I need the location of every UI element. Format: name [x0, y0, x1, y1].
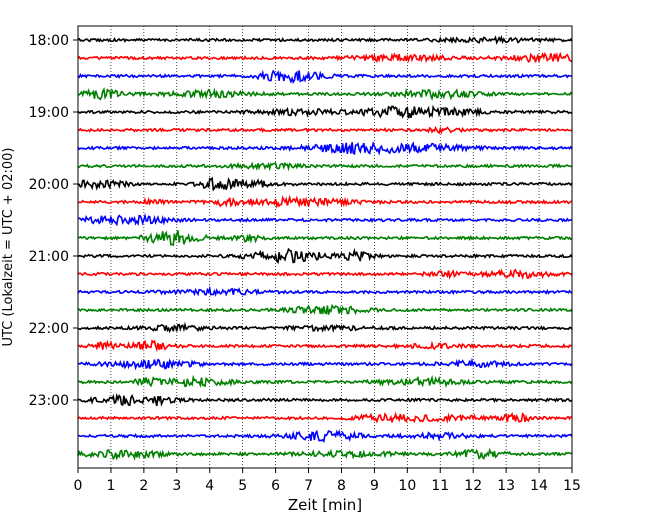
trace-row-1830	[77, 69, 573, 85]
x-tick-label: 15	[563, 478, 581, 494]
y-tick-label: 23:00	[29, 393, 69, 409]
trace-row-1945	[77, 161, 573, 172]
x-tick-label: 7	[304, 478, 313, 494]
trace-row-2015	[77, 194, 573, 209]
trace-rows	[77, 34, 573, 462]
x-tick-label: 9	[370, 478, 379, 494]
trace-row-2130	[77, 285, 573, 297]
plot-frame	[77, 25, 573, 469]
y-tick-label: 18:00	[29, 33, 69, 49]
x-axis-ticks: 0 1 2 3 4 5 6 7 8 9 10 11 12 13 14 15	[74, 468, 581, 494]
y-tick-label: 22:00	[29, 321, 69, 337]
trace-row-2045	[78, 230, 573, 247]
x-tick-label: 1	[106, 478, 115, 494]
x-tick-label: 14	[530, 478, 548, 494]
trace-row-2245	[77, 374, 573, 388]
x-tick-label: 2	[139, 478, 148, 494]
trace-row-2030	[77, 212, 573, 227]
x-tick-label: 13	[497, 478, 515, 494]
x-tick-label: 0	[74, 478, 83, 494]
trace-row-1845	[77, 87, 573, 102]
trace-row-2300	[77, 392, 573, 407]
y-tick-label: 21:00	[29, 249, 69, 265]
y-tick-label: 20:00	[29, 177, 69, 193]
trace-row-2315	[77, 411, 572, 424]
trace-row-2200	[77, 321, 573, 334]
x-tick-label: 10	[398, 478, 416, 494]
x-tick-label: 4	[205, 478, 214, 494]
trace-row-2100	[77, 247, 573, 264]
x-tick-label: 5	[238, 478, 247, 494]
x-tick-label: 12	[464, 478, 482, 494]
trace-row-2330	[77, 429, 573, 444]
trace-row-2215	[77, 339, 573, 353]
x-tick-label: 6	[271, 478, 280, 494]
trace-row-1930	[77, 140, 573, 156]
x-tick-label: 3	[172, 478, 181, 494]
trace-row-1815	[77, 51, 573, 64]
trace-row-2115	[77, 268, 573, 280]
trace-row-1915	[77, 125, 573, 135]
x-axis-label: Zeit [min]	[288, 496, 362, 514]
trace-row-1900	[77, 104, 573, 119]
y-axis-ticks: 18:00 19:00 20:00 21:00 22:00 23:00	[29, 33, 78, 409]
x-tick-label: 8	[337, 478, 346, 494]
trace-row-2230	[77, 357, 573, 371]
trace-row-1800	[77, 34, 573, 45]
trace-row-2000	[77, 176, 573, 192]
y-axis-label: UTC (Lokalzeit = UTC + 02:00)	[1, 148, 16, 347]
y-tick-label: 19:00	[29, 105, 69, 121]
trace-row-2345	[77, 447, 573, 462]
x-tick-label: 11	[431, 478, 449, 494]
trace-row-2145	[77, 303, 573, 316]
